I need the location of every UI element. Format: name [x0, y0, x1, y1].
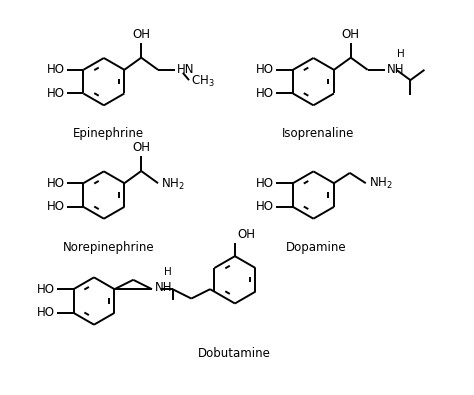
- Text: OH: OH: [132, 141, 150, 154]
- Text: NH$_2$: NH$_2$: [161, 177, 185, 192]
- Text: HO: HO: [46, 63, 64, 76]
- Text: Dobutamine: Dobutamine: [198, 347, 271, 360]
- Text: Norepinephrine: Norepinephrine: [63, 241, 155, 254]
- Text: HO: HO: [46, 200, 64, 213]
- Text: HO: HO: [46, 87, 64, 100]
- Text: H: H: [397, 49, 405, 59]
- Text: HO: HO: [256, 87, 274, 100]
- Text: Dopamine: Dopamine: [285, 241, 346, 254]
- Text: NH$_2$: NH$_2$: [369, 176, 392, 191]
- Text: CH$_3$: CH$_3$: [191, 73, 215, 88]
- Text: HO: HO: [36, 283, 55, 296]
- Text: HO: HO: [256, 63, 274, 76]
- Text: HN: HN: [177, 63, 194, 76]
- Text: HO: HO: [36, 307, 55, 319]
- Text: HO: HO: [256, 177, 274, 190]
- Text: H: H: [164, 267, 172, 277]
- Text: Epinephrine: Epinephrine: [73, 128, 145, 141]
- Text: NH: NH: [386, 63, 404, 76]
- Text: OH: OH: [132, 28, 150, 41]
- Text: OH: OH: [342, 28, 360, 41]
- Text: HO: HO: [46, 177, 64, 190]
- Text: NH: NH: [155, 281, 172, 294]
- Text: HO: HO: [256, 200, 274, 213]
- Text: OH: OH: [237, 228, 255, 241]
- Text: Isoprenaline: Isoprenaline: [282, 128, 355, 141]
